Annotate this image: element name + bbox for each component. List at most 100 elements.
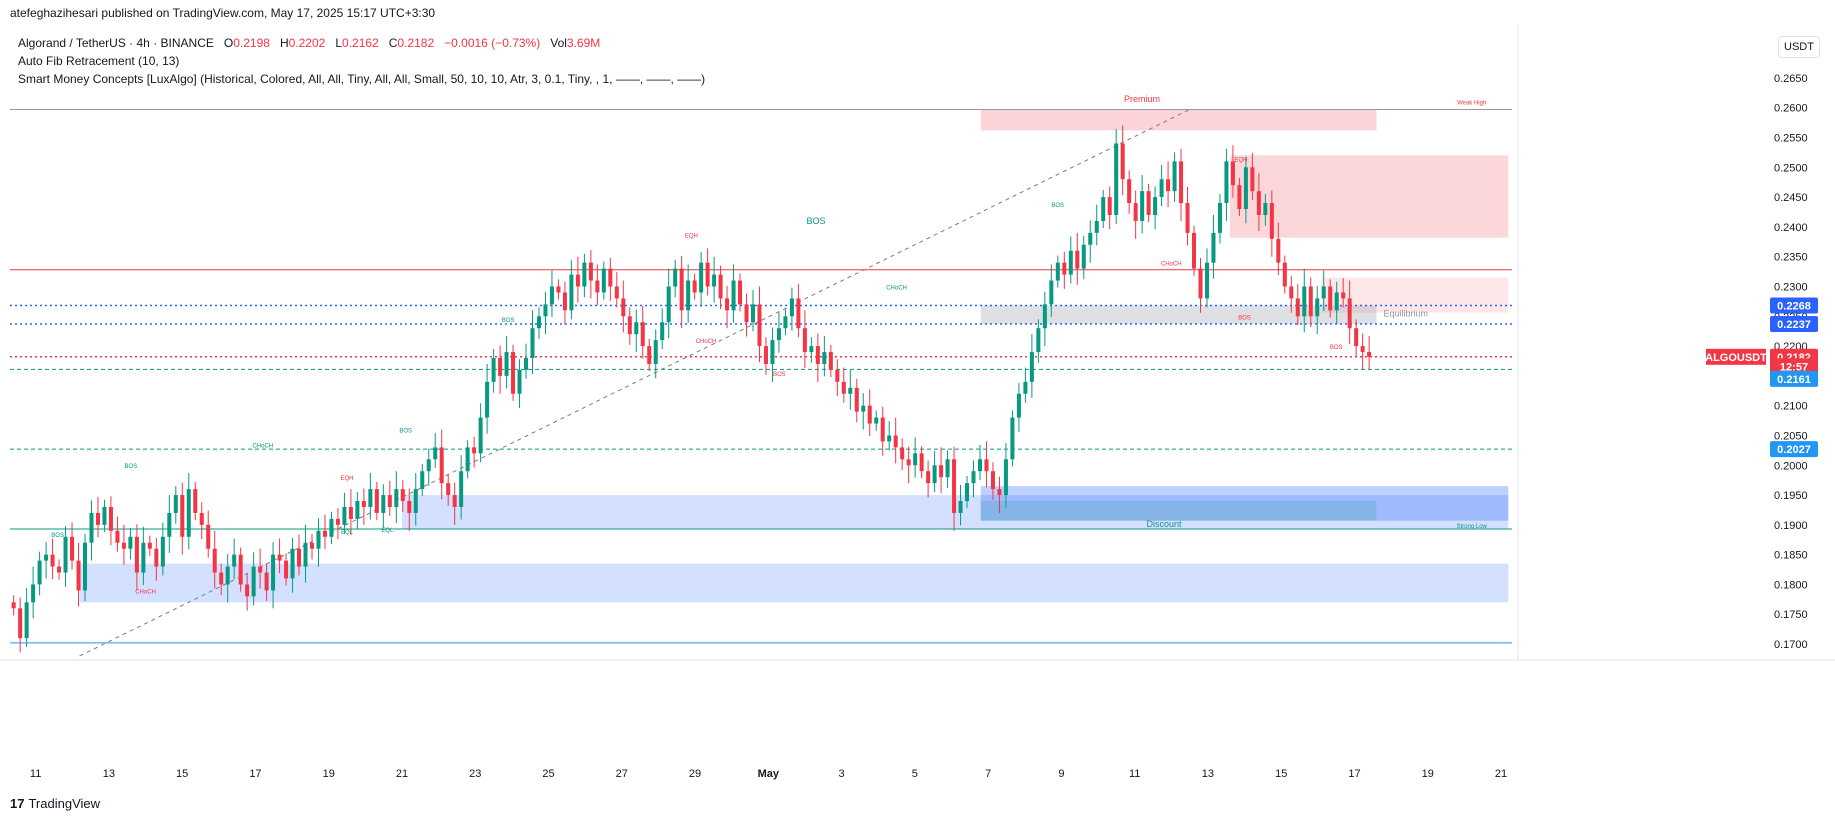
axis-price-label-text: 0.2161 <box>1777 374 1811 386</box>
candle-body <box>316 530 321 549</box>
candle-body <box>1153 197 1158 215</box>
candle-body <box>1204 262 1210 299</box>
candle-body <box>744 304 749 323</box>
candle <box>394 471 399 524</box>
candle <box>900 438 905 471</box>
smc-label: EQH <box>341 476 354 482</box>
candle-body <box>186 489 191 537</box>
candle-body <box>271 554 276 591</box>
tradingview-logo-icon: 17 <box>10 796 25 811</box>
candle <box>128 527 133 560</box>
candle <box>958 484 963 526</box>
candle-body <box>653 340 658 364</box>
y-tick-label: 0.1900 <box>1774 520 1808 532</box>
candle <box>1192 225 1197 276</box>
candle-body <box>57 566 62 573</box>
candle-body <box>848 387 853 394</box>
candle-body <box>900 447 905 460</box>
candle <box>1127 170 1132 214</box>
candle-body <box>1243 167 1248 210</box>
candle <box>342 492 347 534</box>
candle <box>1256 173 1261 232</box>
candle-body <box>1094 220 1099 233</box>
candle-body <box>446 483 451 496</box>
candle <box>562 281 567 325</box>
candle <box>1204 248 1210 308</box>
candle <box>303 524 308 583</box>
price-labels-layer: ALGOUSDT0.22680.22370.218212:570.21610.2… <box>1705 297 1818 458</box>
candle <box>1133 190 1138 239</box>
candle-body <box>199 512 204 525</box>
candle <box>614 272 619 308</box>
candle <box>271 542 276 609</box>
candle <box>498 345 503 394</box>
candle-body <box>1230 161 1235 186</box>
candle-body <box>835 369 840 382</box>
volume-value: 3.69M <box>566 36 601 50</box>
candle <box>1094 204 1099 246</box>
candle <box>108 496 113 546</box>
candle <box>945 450 950 488</box>
candle <box>828 344 833 378</box>
candle-body <box>861 405 866 412</box>
candle <box>426 448 431 486</box>
smc-label: BOS <box>399 428 412 434</box>
candle <box>1237 178 1242 217</box>
candle <box>1230 145 1235 198</box>
candle <box>50 538 55 580</box>
candle-body <box>335 518 340 525</box>
candle <box>1166 161 1171 208</box>
candle-body <box>342 506 347 525</box>
candle <box>95 496 100 538</box>
chart-legend: Algorand / TetherUS · 4h · BINANCE O0.21… <box>18 34 705 88</box>
candle-body <box>556 286 561 293</box>
smc-label: Premium <box>1124 94 1160 104</box>
candle-body <box>264 572 269 591</box>
indicator-fib[interactable]: Auto Fib Retracement (10, 13) <box>18 54 180 68</box>
x-tick-label: 21 <box>1495 768 1507 780</box>
candle <box>666 268 671 339</box>
candle <box>1302 268 1307 333</box>
candle <box>1243 156 1248 224</box>
candle <box>750 290 756 332</box>
axes-layer: 0.2650 0.2600 0.2550 0.2500 0.2450 0.2400 0.23… <box>0 24 1835 780</box>
candle <box>70 522 75 570</box>
candle-body <box>562 292 567 311</box>
axis-price-label: 0.2161 <box>1770 370 1818 387</box>
candle-body <box>1036 328 1041 353</box>
candle <box>977 445 983 481</box>
indicator-smc[interactable]: Smart Money Concepts [LuxAlgo] (Historic… <box>18 72 706 86</box>
currency-button[interactable]: USDT <box>1778 36 1820 58</box>
candle-body <box>640 322 645 347</box>
candle-body <box>705 262 710 287</box>
candle-body <box>977 459 983 472</box>
candle <box>595 264 600 305</box>
y-tick-label: 0.2100 <box>1774 401 1808 413</box>
candle <box>893 417 898 464</box>
candle-body <box>549 286 554 305</box>
axis-price-label-text: 12:57 <box>1780 361 1808 373</box>
candle <box>1367 335 1372 370</box>
candle <box>439 429 444 500</box>
candle-body <box>1029 352 1034 382</box>
candle-body <box>459 471 464 507</box>
candle-body <box>1289 286 1294 299</box>
smc-label: CHoCH <box>252 443 273 449</box>
candle-body <box>595 280 600 293</box>
candle <box>673 259 678 298</box>
candle <box>1185 186 1190 246</box>
candle-body <box>82 542 88 591</box>
candle-body <box>932 465 937 484</box>
tradingview-logo[interactable]: 17 TradingView <box>10 796 100 811</box>
smc-label: CHoCH <box>886 285 907 291</box>
candle <box>1107 186 1112 230</box>
symbol-title[interactable]: Algorand / TetherUS · 4h · BINANCE <box>18 36 214 50</box>
smc-label: BOS <box>502 318 515 324</box>
candle <box>348 489 353 535</box>
x-tick-label: 17 <box>249 768 261 780</box>
candle-body <box>1250 167 1255 192</box>
candle <box>322 514 327 550</box>
smc-label: EQL <box>381 528 394 534</box>
candle-body <box>660 322 665 341</box>
